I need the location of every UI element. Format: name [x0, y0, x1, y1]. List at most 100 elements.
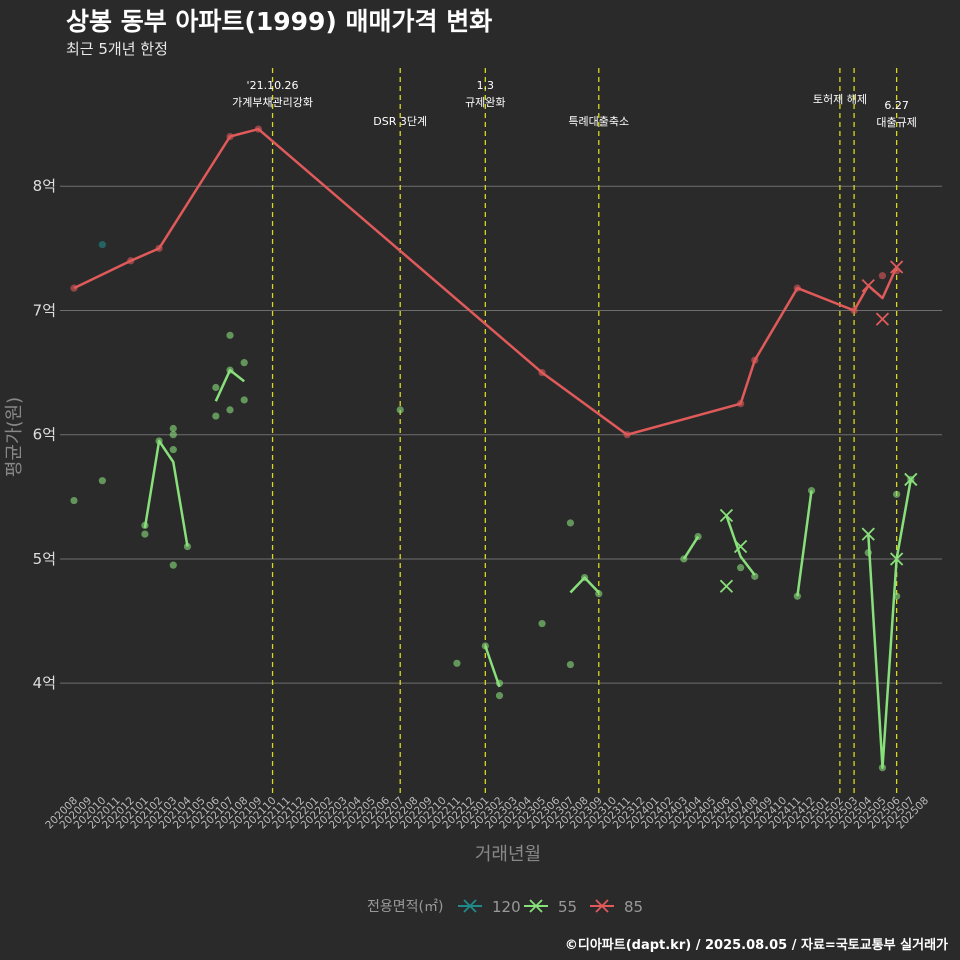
- data-point: [226, 366, 234, 374]
- data-point: [453, 659, 461, 667]
- data-cross: [719, 508, 734, 523]
- y-tick-label: 4억: [33, 674, 56, 692]
- series-line: [73, 127, 898, 436]
- data-point: [169, 446, 177, 454]
- data-point: [98, 241, 106, 249]
- data-point: [155, 244, 163, 252]
- grid-lines: [60, 185, 942, 684]
- event-annotation: 특례대출축소: [568, 115, 629, 128]
- legend-label: 120: [492, 898, 521, 916]
- data-point: [70, 284, 78, 292]
- event-annotation: DSR 3단계: [373, 115, 427, 128]
- data-cross: [889, 552, 904, 566]
- y-tick-label: 8억: [33, 177, 56, 195]
- event-annotation: 1.3 규제완화: [465, 79, 505, 109]
- data-point: [793, 284, 801, 292]
- data-cross: [875, 312, 890, 326]
- data-point: [396, 406, 404, 414]
- event-annotation: '21.10.26 가계부채관리강화: [232, 79, 313, 109]
- data-point: [807, 487, 816, 495]
- data-point: [751, 572, 759, 580]
- data-point: [595, 590, 603, 598]
- event-annotation-line: 규제완화: [465, 96, 505, 109]
- series-line: [143, 439, 189, 547]
- data-point: [254, 125, 262, 133]
- data-point: [850, 306, 858, 315]
- legend-label: 55: [558, 898, 577, 916]
- data-point: [226, 406, 234, 414]
- data-point: [141, 530, 149, 538]
- data-point: [566, 660, 575, 669]
- data-point: [680, 555, 688, 563]
- y-axis-ticks: 4억 5억 6억 7억 8억: [33, 177, 56, 692]
- series-line: [682, 535, 700, 560]
- data-point: [70, 496, 78, 505]
- data-cross: [861, 278, 875, 293]
- data-cross: [733, 539, 748, 554]
- footer-credit: ©디아파트(dapt.kr) / 2025.08.05 / 자료=국토교통부 실…: [564, 938, 948, 953]
- data-point: [183, 542, 192, 551]
- legend-key-cross: [595, 899, 609, 913]
- event-annotation-line: DSR 3단계: [373, 115, 427, 128]
- data-point: [623, 431, 631, 439]
- data-point: [226, 331, 234, 339]
- data-point: [155, 437, 163, 445]
- series-line: [725, 515, 756, 576]
- data-point: [212, 412, 220, 420]
- data-cross: [719, 579, 734, 593]
- event-annotation-line: 1.3: [477, 79, 495, 92]
- chart-title: 상봉 동부 아파트(1999) 매매가격 변화: [66, 7, 493, 36]
- data-point: [127, 257, 135, 265]
- data-point: [495, 692, 504, 700]
- series-line: [867, 479, 913, 769]
- data-point: [878, 272, 887, 280]
- event-annotation-line: 가계부채관리강화: [232, 96, 313, 109]
- event-annotation-line: '21.10.26: [247, 79, 299, 92]
- data-point: [169, 431, 177, 439]
- data-point: [169, 424, 177, 433]
- legend-key-cross: [529, 899, 543, 913]
- legend-item-55: 55: [524, 898, 577, 916]
- data-point: [694, 532, 702, 541]
- data-point: [864, 549, 872, 557]
- event-annotation-line: 토허제 해제: [813, 92, 867, 106]
- series-line: [796, 490, 813, 597]
- event-annotation-line: 대출규제: [876, 116, 916, 129]
- data-point: [566, 519, 575, 527]
- legend-title: 전용면적(㎡): [367, 899, 443, 915]
- data-point: [226, 132, 234, 141]
- data-point: [212, 383, 220, 392]
- data-point: [737, 564, 745, 572]
- data-point: [240, 359, 248, 367]
- event-annotation: 토허제 해제: [813, 92, 867, 106]
- data-point: [169, 561, 177, 569]
- data-series: [70, 125, 918, 772]
- data-point: [893, 490, 901, 498]
- data-point: [737, 400, 745, 408]
- x-axis-ticks: 2020082020092020102020112020122021012021…: [43, 794, 931, 831]
- data-point: [538, 619, 546, 628]
- data-cross: [861, 527, 875, 541]
- legend-item-85: 85: [590, 898, 643, 916]
- data-point: [793, 592, 801, 600]
- data-point: [495, 679, 504, 687]
- data-point: [893, 592, 901, 600]
- legend: 전용면적(㎡) 120 55 85: [367, 898, 643, 916]
- legend-item-120: 120: [458, 898, 521, 916]
- data-point: [878, 764, 887, 772]
- y-tick-label: 7억: [33, 301, 56, 319]
- y-axis-label: 평균가(원): [4, 397, 25, 477]
- series-line: [484, 645, 501, 688]
- event-annotation-line: 6.27: [884, 99, 909, 112]
- data-cross: [889, 260, 904, 274]
- data-cross: [904, 472, 918, 487]
- series-line: [214, 368, 245, 402]
- data-point: [141, 521, 149, 530]
- data-point: [98, 477, 106, 485]
- x-axis-label: 거래년월: [475, 844, 541, 865]
- data-point: [581, 573, 589, 582]
- event-annotation: 6.27 대출규제: [876, 99, 916, 129]
- y-tick-label: 5억: [33, 550, 56, 568]
